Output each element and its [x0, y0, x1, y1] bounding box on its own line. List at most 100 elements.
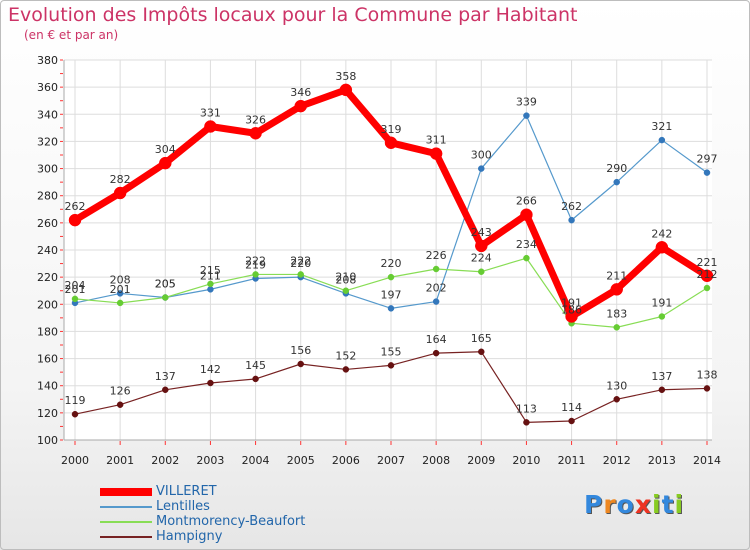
legend-label: Montmorency-Beaufort [156, 514, 306, 529]
data-label-hampigny: 165 [471, 332, 492, 345]
data-point-montmorency-beaufort [658, 313, 666, 320]
data-label-hampigny: 142 [200, 363, 221, 376]
data-point-montmorency-beaufort [432, 265, 440, 273]
data-point-lentilles [658, 136, 666, 144]
data-point-villeret [294, 99, 307, 113]
legend-swatch [100, 505, 152, 508]
data-point-lentilles [116, 290, 124, 297]
data-label-villeret: 304 [155, 143, 176, 156]
data-point-hampigny [116, 401, 124, 408]
data-point-villeret [475, 239, 488, 253]
legend-label: Lentilles [156, 499, 210, 514]
data-label-lentilles: 300 [471, 149, 492, 162]
data-point-lentilles [523, 112, 530, 119]
y-tick-label: 280 [37, 190, 58, 203]
x-tick-label: 2003 [196, 454, 224, 467]
y-tick-label: 300 [37, 163, 58, 176]
data-label-hampigny: 164 [426, 333, 447, 346]
logo-letter: t [661, 490, 675, 519]
x-tick-label: 2011 [558, 454, 586, 467]
data-point-villeret [68, 213, 82, 227]
data-label-hampigny: 126 [110, 385, 131, 398]
logo-letter: i [652, 490, 662, 519]
data-label-villeret: 326 [245, 113, 266, 126]
data-point-hampigny [387, 362, 395, 369]
legend-label: Hampigny [156, 529, 223, 544]
data-label-lentilles: 262 [561, 200, 582, 213]
data-label-lentilles: 297 [697, 153, 718, 166]
data-point-villeret [249, 127, 262, 140]
y-tick-label: 220 [37, 271, 58, 284]
data-label-villeret: 282 [110, 173, 131, 186]
data-label-montmorency-beaufort: 220 [381, 257, 402, 270]
data-label-hampigny: 137 [155, 370, 176, 383]
data-label-villeret: 331 [200, 107, 221, 120]
data-point-hampigny [658, 386, 666, 394]
legend-item-lentilles: Lentilles [100, 499, 305, 514]
y-tick-label: 240 [37, 244, 58, 257]
data-label-montmorency-beaufort: 191 [651, 297, 672, 310]
x-tick-label: 2012 [603, 454, 631, 467]
data-point-hampigny [523, 419, 530, 426]
data-label-montmorency-beaufort: 222 [245, 254, 266, 267]
data-label-montmorency-beaufort: 205 [155, 278, 176, 291]
legend-swatch [100, 535, 152, 538]
data-label-villeret: 311 [426, 134, 447, 147]
data-point-montmorency-beaufort [207, 280, 214, 288]
y-tick-label: 340 [37, 108, 58, 121]
data-point-villeret [384, 136, 398, 150]
data-label-villeret: 191 [561, 297, 582, 310]
data-point-hampigny [478, 348, 485, 356]
data-point-lentilles [387, 305, 395, 312]
data-point-montmorency-beaufort [162, 294, 169, 301]
x-tick-label: 2007 [377, 454, 405, 467]
data-label-villeret: 358 [335, 70, 356, 83]
data-label-lentilles: 208 [110, 273, 131, 286]
y-tick-label: 160 [37, 353, 58, 366]
data-label-hampigny: 156 [290, 344, 311, 357]
chart-subtitle: (en € et par an) [24, 28, 119, 42]
y-tick-label: 380 [37, 54, 58, 67]
logo-letter: r [603, 490, 617, 519]
data-label-lentilles: 208 [335, 273, 356, 286]
data-label-lentilles: 321 [651, 120, 672, 133]
data-point-hampigny [703, 385, 711, 392]
data-point-lentilles [703, 169, 711, 176]
data-point-villeret [339, 83, 353, 97]
data-label-hampigny: 138 [697, 368, 718, 381]
data-point-villeret [565, 310, 578, 323]
logo-letter: x [634, 490, 652, 519]
data-point-montmorency-beaufort [71, 295, 79, 303]
data-point-hampigny [207, 379, 214, 387]
data-label-montmorency-beaufort: 224 [471, 252, 492, 265]
data-label-villeret: 221 [697, 256, 718, 269]
data-point-villeret [429, 147, 443, 160]
y-tick-label: 200 [37, 298, 58, 311]
y-tick-label: 360 [37, 81, 58, 94]
data-label-montmorency-beaufort: 186 [561, 303, 582, 316]
data-point-villeret [113, 186, 127, 200]
y-tick-label: 100 [37, 434, 58, 447]
data-label-montmorency-beaufort: 234 [516, 238, 537, 251]
data-point-hampigny [297, 360, 304, 368]
data-point-montmorency-beaufort [478, 268, 485, 275]
data-point-hampigny [613, 396, 620, 403]
data-label-hampigny: 137 [651, 370, 672, 383]
data-label-villeret: 266 [516, 195, 537, 208]
y-tick-label: 180 [37, 325, 58, 338]
data-point-lentilles [568, 216, 575, 224]
data-label-hampigny: 119 [65, 394, 86, 407]
data-point-montmorency-beaufort [703, 284, 711, 292]
data-label-montmorency-beaufort: 226 [426, 249, 447, 262]
x-tick-label: 2002 [151, 454, 179, 467]
data-label-montmorency-beaufort: 201 [110, 283, 131, 296]
data-point-montmorency-beaufort [252, 271, 259, 278]
data-label-villeret: 243 [471, 226, 492, 239]
x-tick-label: 2010 [512, 454, 540, 467]
x-tick-label: 2014 [693, 454, 721, 467]
data-point-montmorency-beaufort [297, 271, 304, 278]
data-label-hampigny: 152 [335, 349, 356, 362]
data-point-hampigny [432, 349, 440, 357]
data-label-villeret: 262 [65, 200, 86, 213]
